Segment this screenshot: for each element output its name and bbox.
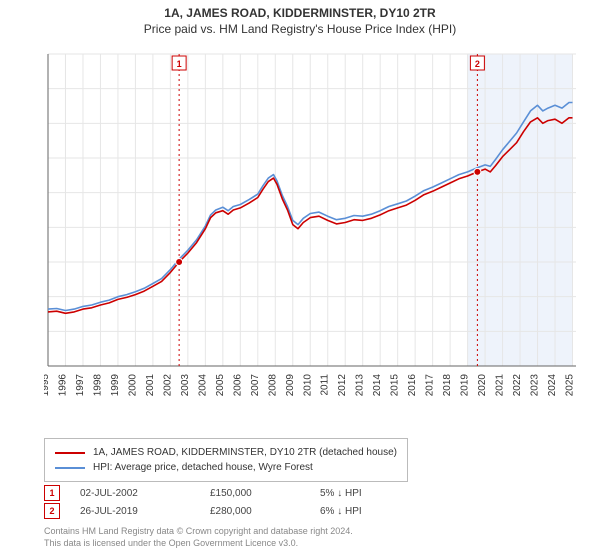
legend-label-hpi: HPI: Average price, detached house, Wyre…: [93, 460, 313, 475]
svg-text:2023: 2023: [530, 374, 541, 397]
svg-text:2009: 2009: [285, 374, 296, 397]
chart-svg: £0£50K£100K£150K£200K£250K£300K£350K£400…: [44, 46, 580, 416]
sale-marker-2: 2: [44, 503, 60, 519]
title-address: 1A, JAMES ROAD, KIDDERMINSTER, DY10 2TR: [0, 6, 600, 20]
title-block: 1A, JAMES ROAD, KIDDERMINSTER, DY10 2TR …: [0, 0, 600, 36]
svg-text:2016: 2016: [407, 374, 418, 397]
sale-price: £150,000: [210, 488, 320, 499]
svg-text:2024: 2024: [547, 374, 558, 397]
svg-text:2017: 2017: [425, 374, 436, 397]
svg-text:2012: 2012: [337, 374, 348, 397]
svg-text:2021: 2021: [495, 374, 506, 397]
legend-label-property: 1A, JAMES ROAD, KIDDERMINSTER, DY10 2TR …: [93, 445, 397, 460]
footer: Contains HM Land Registry data © Crown c…: [44, 526, 353, 549]
sale-marker-1: 1: [44, 485, 60, 501]
svg-text:2025: 2025: [565, 374, 576, 397]
svg-text:2020: 2020: [477, 374, 488, 397]
svg-text:2013: 2013: [355, 374, 366, 397]
svg-text:1996: 1996: [57, 374, 68, 397]
svg-text:2015: 2015: [390, 374, 401, 397]
svg-text:2022: 2022: [512, 374, 523, 397]
sale-date: 02-JUL-2002: [80, 488, 210, 499]
sale-pct: 6% ↓ HPI: [320, 506, 400, 517]
svg-text:2003: 2003: [180, 374, 191, 397]
svg-text:1997: 1997: [75, 374, 86, 397]
svg-text:2: 2: [475, 59, 480, 69]
svg-text:1995: 1995: [44, 374, 51, 397]
svg-text:2014: 2014: [372, 374, 383, 397]
legend-item-hpi: HPI: Average price, detached house, Wyre…: [55, 460, 397, 475]
svg-text:2000: 2000: [127, 374, 138, 397]
sales-row: 2 26-JUL-2019 £280,000 6% ↓ HPI: [44, 502, 400, 520]
chart-area: £0£50K£100K£150K£200K£250K£300K£350K£400…: [44, 46, 580, 416]
sale-date: 26-JUL-2019: [80, 506, 210, 517]
legend-swatch-hpi: [55, 467, 85, 469]
legend-swatch-property: [55, 452, 85, 454]
chart-root: 1A, JAMES ROAD, KIDDERMINSTER, DY10 2TR …: [0, 0, 600, 560]
svg-text:2007: 2007: [250, 374, 261, 397]
svg-text:2006: 2006: [232, 374, 243, 397]
svg-text:2005: 2005: [215, 374, 226, 397]
sale-pct: 5% ↓ HPI: [320, 488, 400, 499]
title-subtitle: Price paid vs. HM Land Registry's House …: [0, 22, 600, 36]
legend-item-property: 1A, JAMES ROAD, KIDDERMINSTER, DY10 2TR …: [55, 445, 397, 460]
sales-table: 1 02-JUL-2002 £150,000 5% ↓ HPI 2 26-JUL…: [44, 484, 400, 520]
footer-line2: This data is licensed under the Open Gov…: [44, 538, 353, 550]
svg-text:1998: 1998: [92, 374, 103, 397]
sale-price: £280,000: [210, 506, 320, 517]
legend: 1A, JAMES ROAD, KIDDERMINSTER, DY10 2TR …: [44, 438, 408, 482]
svg-text:2019: 2019: [460, 374, 471, 397]
svg-text:1999: 1999: [110, 374, 121, 397]
svg-text:2002: 2002: [162, 374, 173, 397]
svg-text:2004: 2004: [197, 374, 208, 397]
svg-text:2001: 2001: [145, 374, 156, 397]
svg-text:1: 1: [177, 59, 182, 69]
svg-text:2010: 2010: [302, 374, 313, 397]
svg-text:2008: 2008: [267, 374, 278, 397]
svg-text:2011: 2011: [320, 374, 331, 396]
svg-text:2018: 2018: [442, 374, 453, 397]
footer-line1: Contains HM Land Registry data © Crown c…: [44, 526, 353, 538]
sales-row: 1 02-JUL-2002 £150,000 5% ↓ HPI: [44, 484, 400, 502]
